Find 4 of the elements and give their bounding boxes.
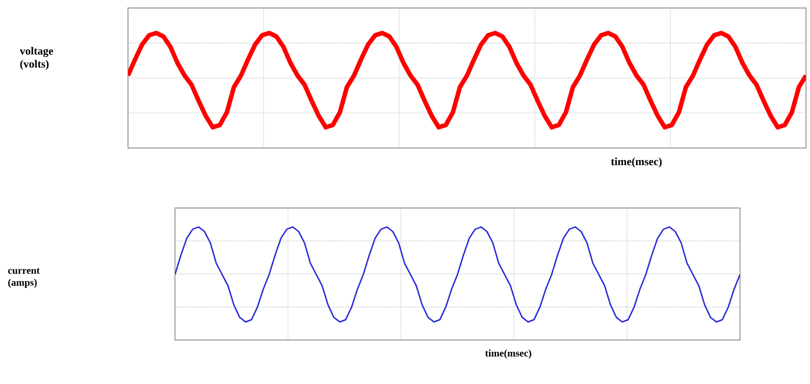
x-axis-title: time(msec) xyxy=(611,158,662,168)
y-axis-title: voltage (volts) xyxy=(20,46,54,70)
x-axis-title: time(msec) xyxy=(485,350,532,359)
y-axis-title: current (amps) xyxy=(8,268,40,288)
